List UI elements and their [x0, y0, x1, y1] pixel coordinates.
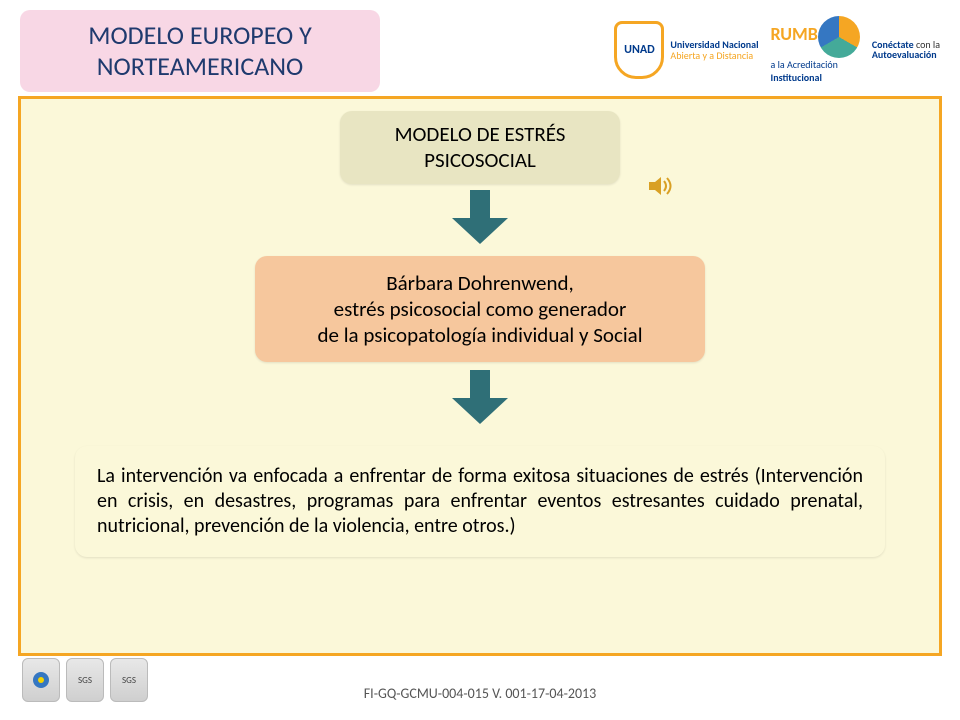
- footer-badges: SGS SGS: [22, 658, 148, 702]
- rumbo-text: RUMB a la AcreditaciónInstitucional: [771, 16, 860, 84]
- badge-icon: [22, 658, 60, 702]
- arrow-down-icon: [452, 190, 508, 246]
- header-row: MODELO EUROPEO Y NORTEAMERICANO UNAD Uni…: [0, 10, 960, 95]
- content-panel: MODELO DE ESTRÉS PSICOSOCIAL Bárbara Doh…: [18, 96, 942, 656]
- logo-strip: UNAD Universidad Nacional Abierta y a Di…: [400, 10, 940, 90]
- logo-unad: UNAD Universidad Nacional Abierta y a Di…: [614, 21, 758, 79]
- globe-icon: [818, 16, 860, 58]
- title-line2: NORTEAMERICANO: [50, 51, 350, 82]
- unad-shield-icon: UNAD: [614, 21, 664, 79]
- badge-icon: SGS: [66, 658, 104, 702]
- arrow-down-icon: [452, 370, 508, 426]
- node-model-title: MODELO DE ESTRÉS PSICOSOCIAL: [340, 111, 620, 184]
- node-description: La intervención va enfocada a enfrentar …: [75, 446, 885, 557]
- title-line1: MODELO EUROPEO Y: [50, 20, 350, 51]
- unad-text: Universidad Nacional Abierta y a Distanc…: [670, 39, 758, 61]
- slide-title: MODELO EUROPEO Y NORTEAMERICANO: [20, 10, 380, 92]
- node-author: Bárbara Dohrenwend, estrés psicosocial c…: [255, 256, 705, 363]
- footer: SGS SGS FI-GQ-GCMU-004-015 V. 001-17-04-…: [0, 685, 960, 702]
- badge-icon: SGS: [110, 658, 148, 702]
- conectate-text: Conéctate con la Autoevaluación: [872, 40, 940, 60]
- logo-conectate: Conéctate con la Autoevaluación: [872, 40, 940, 60]
- footer-code: FI-GQ-GCMU-004-015 V. 001-17-04-2013: [364, 685, 597, 702]
- speaker-icon: [645, 171, 675, 201]
- logo-rumbo: RUMB a la AcreditaciónInstitucional: [771, 16, 860, 84]
